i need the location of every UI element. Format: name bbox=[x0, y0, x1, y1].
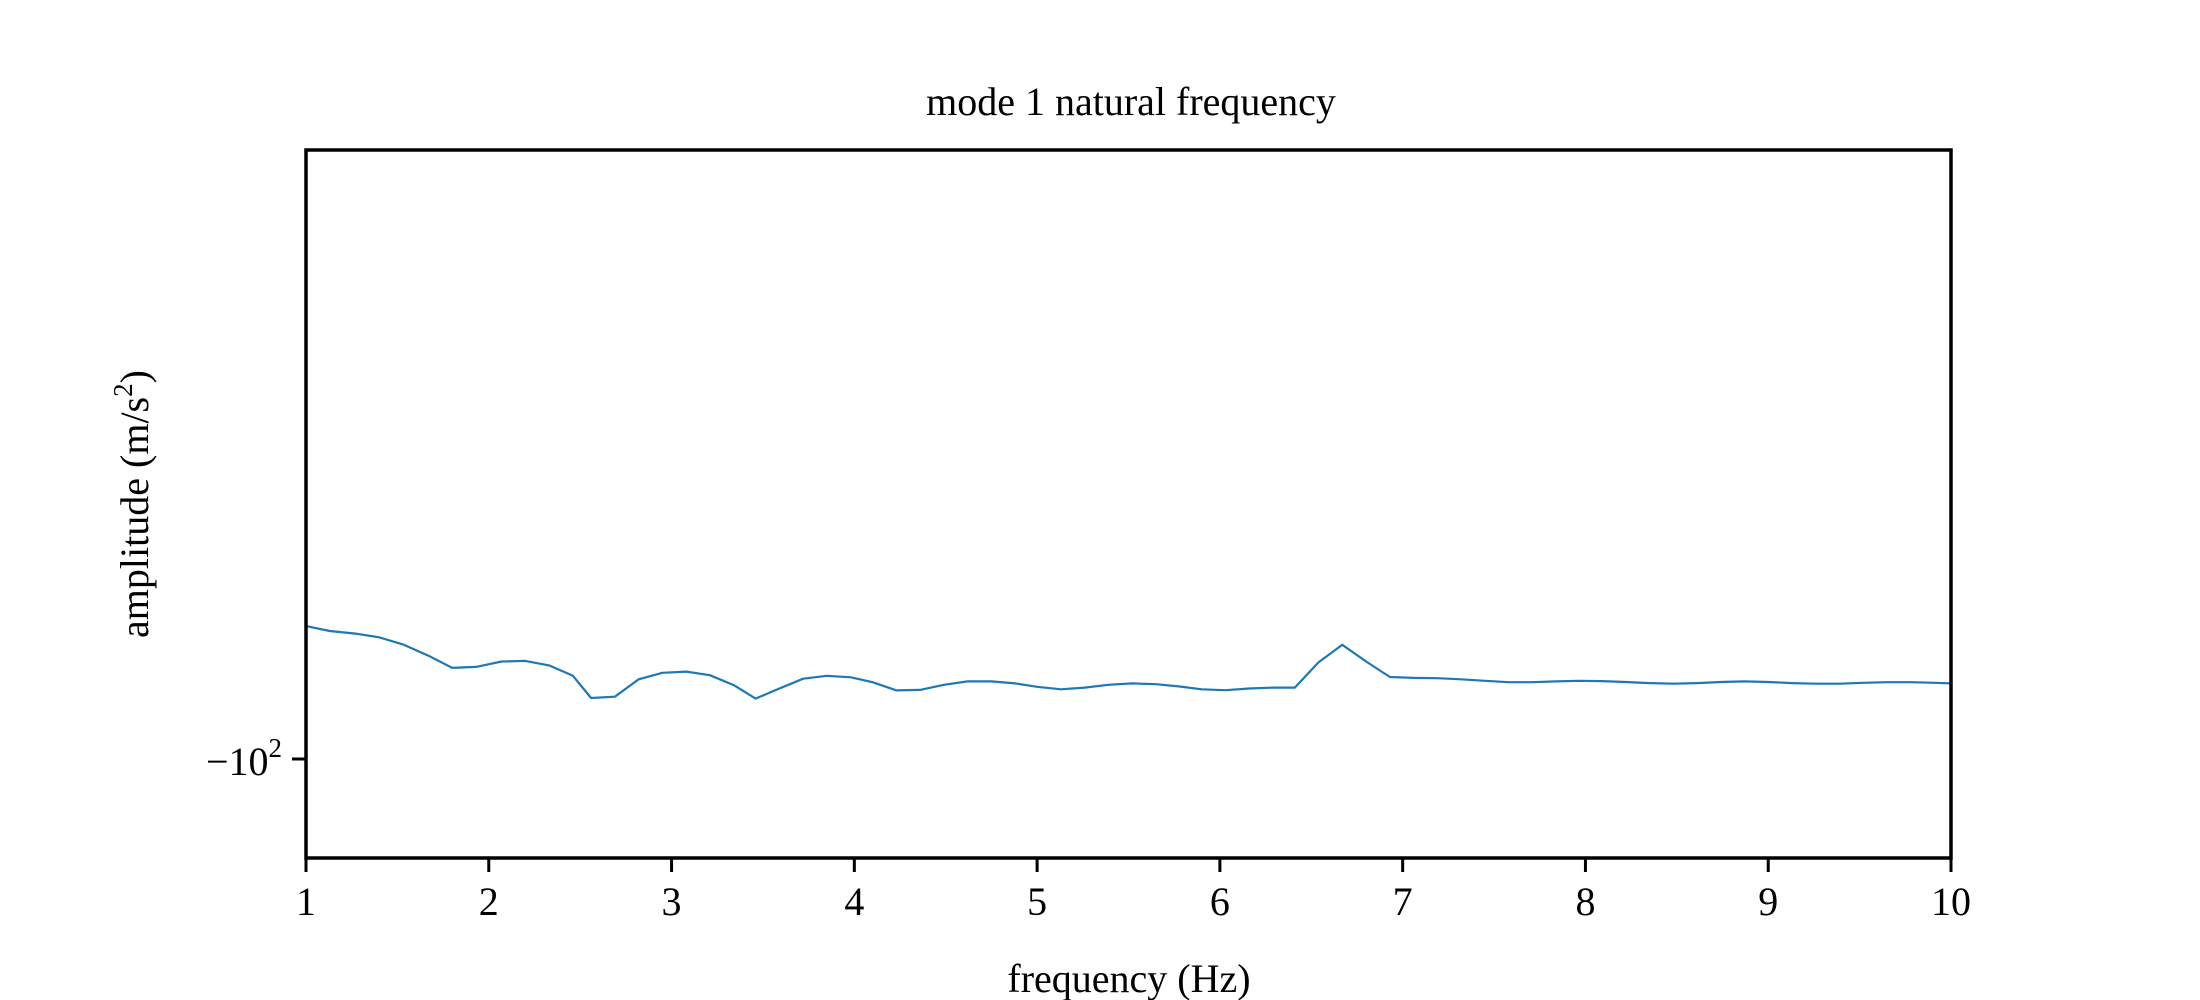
chart-title: mode 1 natural frequency bbox=[926, 79, 1336, 124]
y-axis-label-suffix: ) bbox=[112, 370, 157, 383]
y-tick-label-exponent: 2 bbox=[269, 733, 283, 763]
x-tick-label: 10 bbox=[1931, 879, 1971, 924]
x-tick-label: 2 bbox=[479, 879, 499, 924]
y-axis-label: amplitude (m/s2) bbox=[108, 370, 157, 638]
y-tick-label: −102 bbox=[206, 733, 282, 784]
plot-frame bbox=[304, 148, 1953, 860]
x-tick-label: 3 bbox=[662, 879, 682, 924]
x-tick-label: 1 bbox=[296, 879, 316, 924]
x-tick-label: 9 bbox=[1758, 879, 1778, 924]
y-axis: −102 bbox=[206, 733, 306, 784]
x-axis: 1 2 3 4 5 6 7 8 9 10 bbox=[296, 858, 1971, 924]
x-tick-label: 6 bbox=[1210, 879, 1230, 924]
x-tick-label: 5 bbox=[1027, 879, 1047, 924]
y-axis-label-superscript: 2 bbox=[108, 383, 138, 397]
x-tick-label: 4 bbox=[844, 879, 864, 924]
y-tick-label-base: −10 bbox=[206, 739, 269, 784]
y-axis-label-main: amplitude (m/s bbox=[112, 397, 157, 638]
plot-area bbox=[305, 625, 1952, 700]
x-tick-label: 8 bbox=[1575, 879, 1595, 924]
x-tick-label: 7 bbox=[1393, 879, 1413, 924]
x-axis-label: frequency (Hz) bbox=[1007, 956, 1250, 1000]
series-line-0 bbox=[305, 625, 1952, 700]
